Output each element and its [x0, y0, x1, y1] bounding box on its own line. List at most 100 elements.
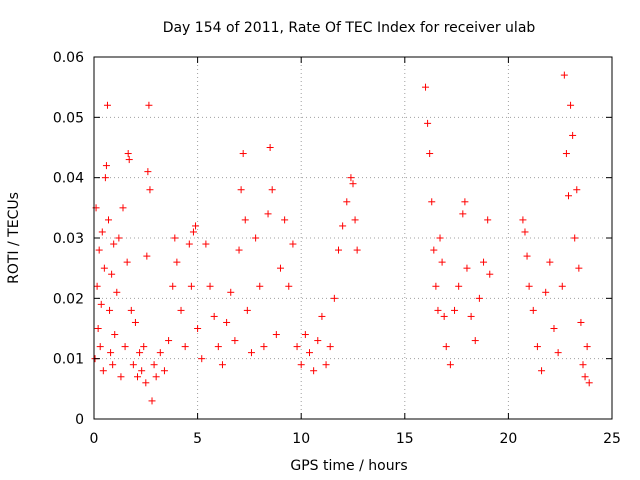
data-point — [558, 282, 566, 290]
data-point — [519, 216, 527, 224]
data-point — [148, 397, 156, 405]
data-point — [554, 349, 562, 357]
data-point — [432, 282, 440, 290]
data-point — [252, 234, 260, 242]
y-tick-label: 0.02 — [53, 291, 84, 307]
x-tick-label: 25 — [603, 431, 621, 447]
data-point — [192, 222, 200, 230]
data-point — [438, 258, 446, 266]
data-point — [218, 361, 226, 369]
data-point — [455, 282, 463, 290]
data-point — [571, 234, 579, 242]
x-tick-label: 0 — [90, 431, 99, 447]
data-point — [121, 343, 129, 351]
data-point — [115, 234, 123, 242]
data-point — [206, 282, 214, 290]
data-point — [343, 198, 351, 206]
data-point — [339, 222, 347, 230]
data-point — [214, 343, 222, 351]
data-point — [105, 216, 113, 224]
data-point — [124, 150, 132, 158]
data-point — [430, 246, 438, 254]
data-point — [529, 306, 537, 314]
data-point — [564, 192, 572, 200]
data-point — [110, 240, 118, 248]
y-tick-label: 0.04 — [53, 171, 84, 187]
data-point — [98, 228, 106, 236]
data-point — [235, 246, 243, 254]
data-point — [268, 186, 276, 194]
data-point — [451, 306, 459, 314]
data-point — [169, 282, 177, 290]
data-point — [305, 349, 313, 357]
data-point — [140, 343, 148, 351]
data-point — [247, 349, 255, 357]
data-point — [102, 162, 110, 170]
data-point — [486, 270, 494, 278]
data-point — [185, 240, 193, 248]
data-point — [117, 373, 125, 381]
data-point — [276, 264, 284, 272]
data-point — [134, 373, 142, 381]
data-point — [585, 379, 593, 387]
data-point — [194, 325, 202, 332]
data-point — [264, 210, 272, 218]
data-point — [177, 306, 185, 314]
data-point — [101, 174, 109, 182]
data-point — [272, 331, 280, 339]
y-tick-label: 0.01 — [53, 352, 84, 368]
y-tick-label: 0.05 — [53, 110, 84, 126]
data-point — [239, 150, 247, 158]
data-point — [351, 216, 359, 224]
data-point — [525, 282, 533, 290]
data-point — [97, 300, 105, 308]
data-point — [471, 337, 479, 345]
data-point — [422, 83, 430, 91]
grid-lines — [94, 57, 612, 419]
data-point — [289, 240, 297, 248]
data-point — [326, 343, 334, 351]
data-point — [480, 258, 488, 266]
data-point — [210, 312, 218, 320]
data-point — [577, 318, 585, 326]
data-point — [575, 264, 583, 272]
data-point — [310, 367, 318, 375]
data-point — [569, 131, 577, 139]
data-point — [301, 331, 309, 339]
y-tick-label: 0 — [75, 412, 84, 428]
data-point — [123, 258, 131, 266]
data-point — [145, 101, 153, 109]
data-point — [160, 367, 168, 375]
data-point — [573, 186, 581, 194]
data-point — [440, 312, 448, 320]
data-point — [353, 246, 361, 254]
data-point — [256, 282, 264, 290]
data-point — [143, 252, 151, 260]
data-point — [202, 240, 210, 248]
data-point — [581, 373, 589, 381]
data-point — [475, 294, 483, 302]
data-point — [152, 373, 160, 381]
data-point — [181, 343, 189, 351]
data-point — [266, 144, 274, 151]
data-point — [428, 198, 436, 206]
data-point — [442, 343, 450, 351]
data-point — [231, 337, 239, 345]
data-point — [550, 325, 558, 332]
x-axis-ticks: 0 5 10 15 20 25 — [90, 57, 621, 447]
data-point — [127, 306, 135, 314]
chart-title: Day 154 of 2011, Rate Of TEC Index for r… — [163, 20, 536, 36]
data-point — [142, 379, 150, 387]
data-point — [241, 216, 249, 224]
data-point — [523, 252, 531, 260]
data-point — [463, 264, 471, 272]
y-axis-title: ROTI / TECUs — [6, 192, 22, 284]
x-axis-title: GPS time / hours — [290, 458, 407, 474]
data-point — [546, 258, 554, 266]
data-point — [579, 361, 587, 369]
data-point — [349, 180, 357, 188]
data-point — [129, 361, 137, 369]
data-point — [330, 294, 338, 302]
data-point — [106, 306, 114, 314]
